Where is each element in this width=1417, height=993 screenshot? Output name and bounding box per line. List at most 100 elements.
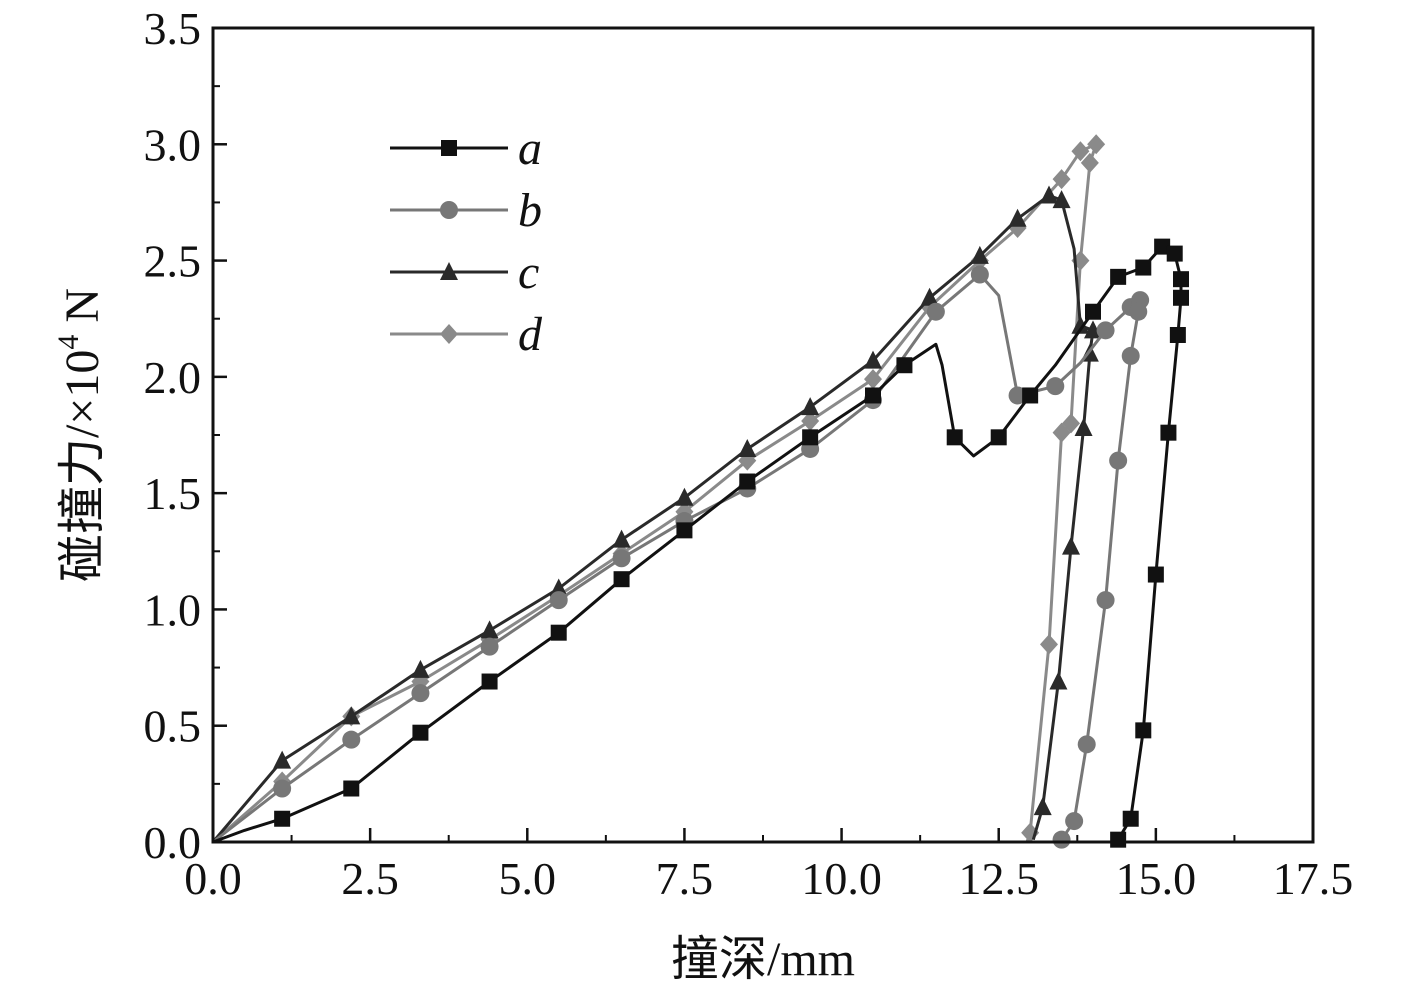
- y-tick-label: 0.5: [144, 701, 202, 752]
- data-point-c: [920, 287, 939, 306]
- data-point-b: [1077, 735, 1096, 754]
- data-point-a: [676, 522, 693, 539]
- data-point-a: [1110, 831, 1127, 848]
- y-tick-label: 1.5: [144, 468, 202, 519]
- data-point-d: [1087, 134, 1106, 155]
- data-point-b: [926, 302, 945, 321]
- y-tick-label: 1.0: [144, 584, 202, 635]
- data-point-c: [342, 706, 361, 725]
- legend-item-b: b: [390, 184, 542, 237]
- x-tick-label: 2.5: [341, 853, 399, 904]
- data-point-a: [1022, 387, 1039, 404]
- data-point-c: [970, 245, 989, 264]
- data-point-d: [864, 369, 882, 390]
- legend-marker-d: [440, 324, 458, 344]
- y-tick-label: 3.0: [144, 119, 202, 170]
- series-a: [212, 238, 1189, 848]
- data-point-a: [550, 624, 567, 641]
- data-point-c: [1040, 185, 1058, 204]
- legend-item-d: d: [390, 308, 543, 361]
- data-point-d: [1071, 141, 1090, 162]
- y-tick-label: 0.0: [144, 817, 202, 868]
- data-point-c: [1074, 418, 1093, 437]
- data-point-b: [411, 684, 430, 703]
- data-point-b: [612, 549, 631, 568]
- data-point-c: [864, 350, 882, 369]
- data-point-d: [1052, 422, 1071, 443]
- data-point-b: [342, 730, 361, 749]
- data-point-b: [549, 591, 568, 610]
- legend-marker-c: [440, 262, 458, 280]
- data-point-c: [1071, 315, 1090, 334]
- series-line-a: [212, 245, 1183, 844]
- data-point-a: [802, 429, 819, 446]
- data-point-a: [1166, 245, 1183, 262]
- data-point-a: [1169, 326, 1186, 343]
- data-point-c: [480, 620, 499, 639]
- data-point-d: [1080, 152, 1099, 173]
- data-point-a: [1110, 268, 1127, 285]
- x-tick-label: 7.5: [656, 853, 714, 904]
- data-point-a: [412, 724, 429, 741]
- data-point-a: [865, 387, 881, 404]
- data-point-c: [801, 397, 820, 416]
- data-point-b: [480, 637, 499, 656]
- axes-layer: 0.0 2.5 5.0 7.5 10.0 12.5 15.0 17.5 0.0 0.5 1.0 1.5…: [144, 3, 1354, 904]
- data-point-c: [1062, 536, 1080, 555]
- data-point-b: [970, 265, 989, 284]
- data-point-a: [1135, 722, 1152, 739]
- data-point-c: [1049, 671, 1068, 690]
- data-point-a: [1085, 303, 1101, 320]
- data-point-a: [481, 673, 498, 690]
- data-point-b: [1109, 451, 1128, 470]
- x-tick-label: 5.0: [499, 853, 557, 904]
- data-point-b: [1096, 591, 1115, 610]
- data-point-b: [1129, 302, 1148, 321]
- data-point-c: [1033, 797, 1052, 816]
- data-point-c: [1008, 208, 1027, 227]
- data-point-a: [990, 429, 1007, 446]
- data-point-a: [896, 357, 913, 374]
- legend-label-a: a: [518, 122, 542, 175]
- data-point-c: [612, 529, 631, 548]
- data-point-a: [613, 571, 630, 588]
- y-axis-title: 碰撞力/×104 N: [52, 288, 109, 582]
- data-point-c: [411, 659, 430, 678]
- data-point-d: [1052, 169, 1071, 190]
- data-point-c: [738, 438, 757, 457]
- data-point-a: [1147, 566, 1164, 583]
- data-point-a: [739, 473, 756, 490]
- x-tick-label: 17.5: [1273, 853, 1354, 904]
- data-point-b: [1121, 346, 1140, 365]
- legend-item-a: a: [390, 122, 542, 175]
- series-b: [212, 265, 1150, 849]
- y-tick-label: 2.5: [144, 236, 202, 287]
- data-point-b: [1008, 386, 1027, 405]
- data-point-d: [1040, 634, 1058, 655]
- data-point-a: [1173, 271, 1189, 288]
- data-point-b: [1046, 377, 1065, 396]
- y-tick-label: 3.5: [144, 3, 202, 54]
- x-tick-label: 0.0: [184, 853, 242, 904]
- legend-item-c: c: [390, 246, 539, 299]
- legend-label-d: d: [518, 308, 543, 361]
- x-tick-label: 10.0: [801, 853, 882, 904]
- data-point-c: [273, 750, 292, 769]
- legend-marker-a: [441, 140, 457, 156]
- data-point-a: [1160, 424, 1177, 441]
- data-point-a: [946, 429, 963, 446]
- legend-label-c: c: [518, 246, 539, 299]
- series-line-b: [212, 273, 1142, 844]
- data-point-b: [273, 779, 292, 798]
- data-point-a: [1122, 810, 1139, 827]
- legend-label-b: b: [518, 184, 542, 237]
- data-point-a: [343, 780, 360, 797]
- plot-frame: [211, 26, 1315, 844]
- x-tick-label: 15.0: [1116, 853, 1197, 904]
- y-axis-title-superscript: 4: [52, 335, 85, 350]
- data-point-b: [1065, 812, 1084, 831]
- data-point-b: [1096, 321, 1115, 340]
